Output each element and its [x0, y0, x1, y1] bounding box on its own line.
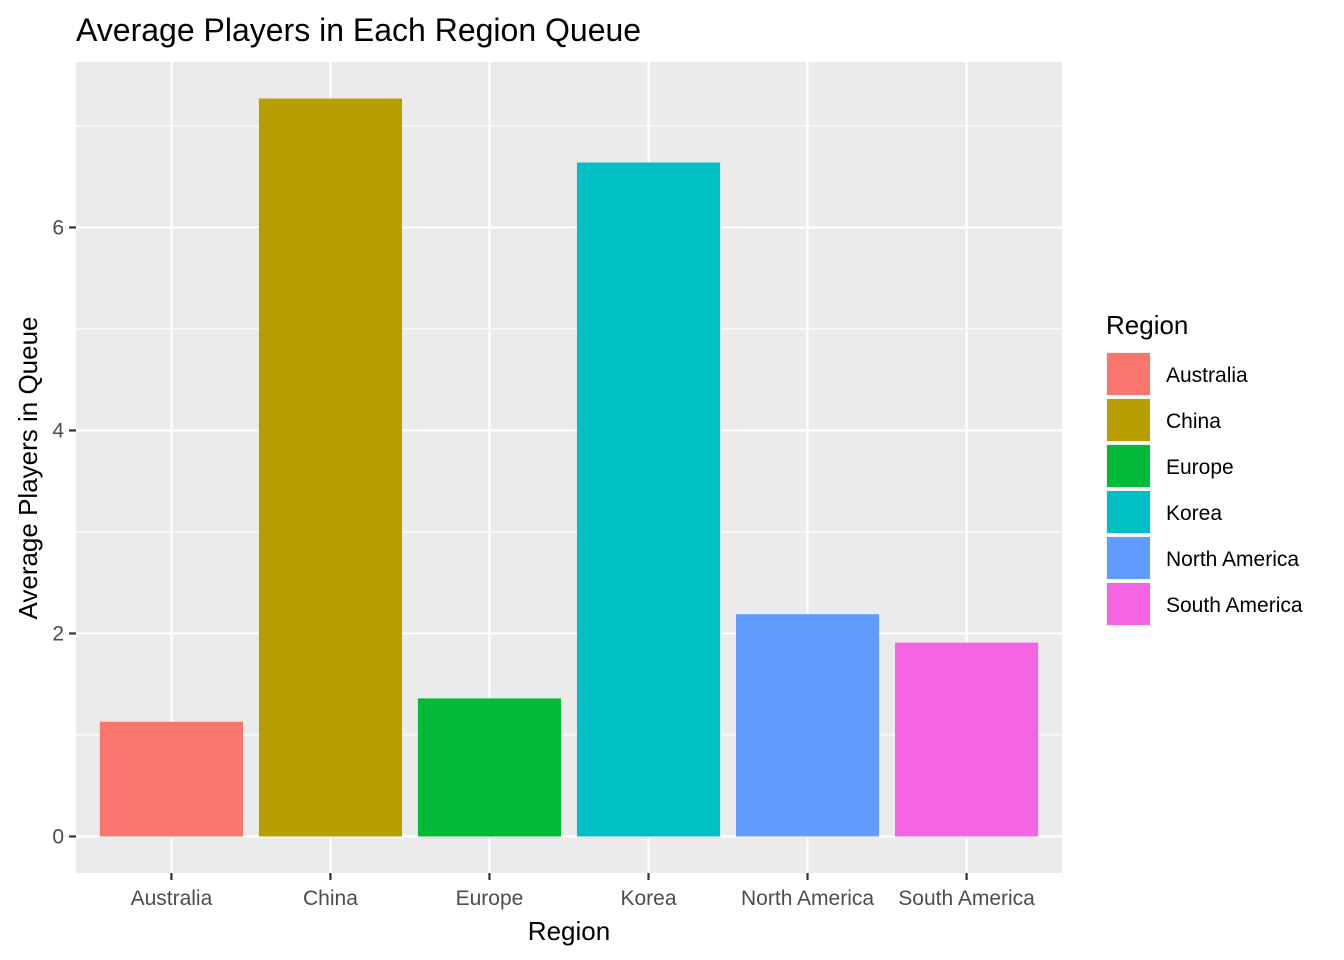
legend-label: Europe	[1166, 456, 1234, 479]
bar-europe	[417, 698, 562, 837]
y-tick-label: 0	[52, 825, 64, 848]
legend-label: North America	[1166, 548, 1299, 571]
y-axis-title: Average Players in Queue	[13, 316, 43, 619]
y-tick-label: 2	[52, 622, 64, 645]
y-tick-label: 6	[52, 216, 64, 239]
x-axis-title: Region	[528, 916, 610, 946]
legend-swatch	[1107, 583, 1150, 625]
x-tick-label: Australia	[131, 887, 213, 910]
x-tick-label: North America	[741, 887, 874, 910]
x-tick-label: China	[303, 887, 358, 910]
bars	[99, 98, 1039, 837]
legend: Region Australia China Europe Korea North Am…	[1106, 310, 1303, 626]
x-tick-label: South America	[898, 887, 1035, 910]
legend-swatch	[1107, 353, 1150, 395]
y-axis: 0 2 4 6	[52, 216, 76, 848]
y-tick-label: 4	[52, 419, 64, 442]
legend-label: Korea	[1166, 502, 1222, 525]
legend-swatch	[1107, 537, 1150, 579]
bar-north-america	[735, 614, 880, 837]
bar-china	[258, 98, 403, 837]
legend-swatch	[1107, 399, 1150, 441]
bar-korea	[576, 162, 721, 837]
chart-title: Average Players in Each Region Queue	[76, 12, 641, 48]
legend-label: Australia	[1166, 364, 1248, 387]
legend-swatch	[1107, 491, 1150, 533]
x-tick-label: Korea	[620, 887, 676, 910]
x-axis: Australia China Europe Korea North America So…	[131, 873, 1035, 910]
bar-south-america	[895, 642, 1039, 837]
legend-label: China	[1166, 410, 1221, 433]
x-tick-label: Europe	[456, 887, 524, 910]
legend-title: Region	[1106, 310, 1188, 340]
legend-label: South America	[1166, 594, 1303, 617]
legend-swatch	[1107, 445, 1150, 487]
bar-australia	[99, 721, 243, 837]
